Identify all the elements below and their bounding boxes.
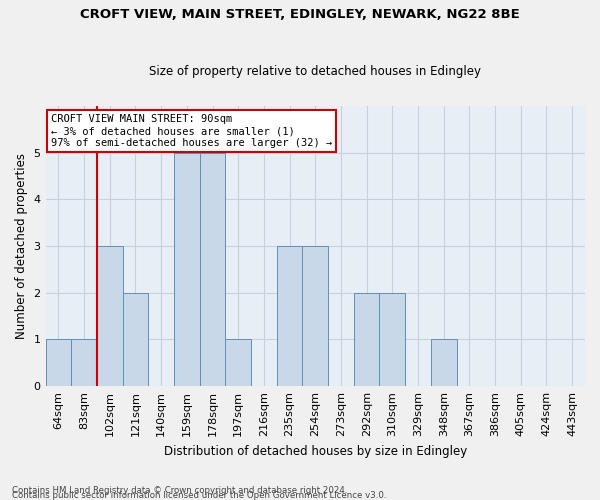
Bar [226,340,251,386]
Text: Contains public sector information licensed under the Open Government Licence v3: Contains public sector information licen… [12,491,386,500]
Bar [174,152,200,386]
X-axis label: Distribution of detached houses by size in Edingley: Distribution of detached houses by size … [164,444,467,458]
Bar [277,246,302,386]
Bar [431,340,457,386]
Bar [46,340,71,386]
Bar [97,246,122,386]
Text: CROFT VIEW, MAIN STREET, EDINGLEY, NEWARK, NG22 8BE: CROFT VIEW, MAIN STREET, EDINGLEY, NEWAR… [80,8,520,20]
Bar [302,246,328,386]
Bar [71,340,97,386]
Bar [354,293,379,386]
Title: Size of property relative to detached houses in Edingley: Size of property relative to detached ho… [149,66,481,78]
Text: Contains HM Land Registry data © Crown copyright and database right 2024.: Contains HM Land Registry data © Crown c… [12,486,347,495]
Y-axis label: Number of detached properties: Number of detached properties [15,153,28,339]
Text: CROFT VIEW MAIN STREET: 90sqm
← 3% of detached houses are smaller (1)
97% of sem: CROFT VIEW MAIN STREET: 90sqm ← 3% of de… [51,114,332,148]
Bar [122,293,148,386]
Bar [200,152,226,386]
Bar [379,293,405,386]
